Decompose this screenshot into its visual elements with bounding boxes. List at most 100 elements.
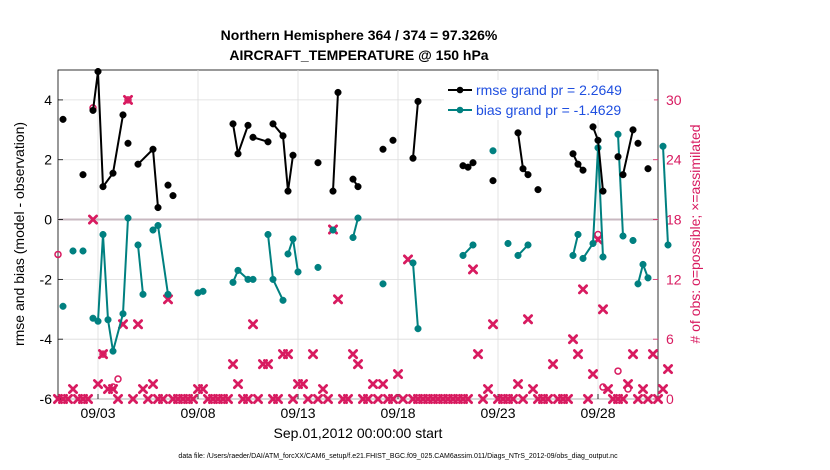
- rmse-point: [99, 183, 107, 191]
- obs-assimilated-point: [83, 394, 93, 404]
- rmse-point: [109, 169, 117, 177]
- bias-point: [249, 275, 257, 283]
- obs-assimilated-point: [348, 349, 358, 360]
- y-axis-ticks: -6 -4 -2 0 2 4: [40, 92, 63, 407]
- bias-line-segment: [152, 224, 169, 295]
- rmse-point: [59, 115, 67, 123]
- obs-assimilated-point: [368, 379, 378, 390]
- obs-assimilated-point: [548, 359, 558, 370]
- obs-assimilated-point: [228, 359, 238, 370]
- rmse-point: [94, 67, 102, 76]
- obs-assimilated-point: [63, 394, 73, 404]
- bias-line-segment: [662, 146, 669, 246]
- bias-line-segment: [572, 234, 579, 256]
- obs-assimilated-point: [343, 394, 353, 404]
- obs-assimilated-point: [248, 319, 258, 330]
- bias-point: [409, 259, 417, 267]
- rmse-point: [574, 160, 582, 168]
- obs-assimilated-point: [108, 384, 118, 395]
- x-axis-ticks: 09/03 09/08 09/13 09/18 09/23 09/28: [80, 394, 616, 421]
- obs-assimilated-point: [663, 364, 673, 375]
- x-tick-label: 09/18: [380, 405, 415, 421]
- bias-point: [524, 241, 532, 249]
- x-tick-label: 09/28: [580, 405, 615, 421]
- rmse-point: [599, 187, 607, 195]
- bias-point: [504, 239, 512, 248]
- bias-point: [659, 142, 667, 150]
- rmse-point: [314, 159, 322, 167]
- obs-assimilated-point: [618, 394, 628, 404]
- y2-tick-label: 18: [666, 212, 682, 228]
- rmse-point: [124, 139, 132, 147]
- y2-tick-label: 6: [666, 331, 674, 347]
- rmse-point: [279, 132, 287, 140]
- rmse-point: [229, 120, 237, 128]
- legend-bias-marker: [456, 106, 464, 114]
- rmse-line-segment: [332, 92, 339, 192]
- rmse-point: [284, 187, 292, 195]
- legend: rmse grand pr = 2.2649 bias grand pr = -…: [444, 80, 654, 120]
- bias-point: [269, 275, 277, 283]
- y-tick-label: 0: [44, 212, 52, 228]
- x-tick-label: 09/23: [480, 405, 515, 421]
- y-tick-label: -6: [40, 391, 53, 407]
- obs-assimilated-point: [253, 394, 263, 404]
- obs-assimilated-point: [283, 349, 293, 360]
- rmse-point: [379, 145, 387, 153]
- y2-tick-label: 0: [666, 391, 674, 407]
- rmse-point: [89, 106, 97, 114]
- obs-assimilated-point: [563, 394, 573, 404]
- bias-point: [574, 230, 582, 239]
- legend-box: [444, 80, 654, 120]
- y-tick-label: 4: [44, 92, 52, 108]
- bias-point: [109, 347, 117, 355]
- bias-point: [354, 214, 362, 222]
- rmse-line-segment: [622, 129, 634, 175]
- bias-point: [599, 253, 607, 261]
- obs-assimilated-point: [318, 384, 328, 395]
- rmse-point: [514, 129, 522, 137]
- rmse-point: [644, 165, 652, 173]
- obs-assimilated-point: [648, 349, 658, 360]
- rmse-point: [634, 139, 642, 147]
- rmse-point: [619, 171, 627, 179]
- bias-point: [639, 260, 647, 268]
- obs-assimilated-point: [308, 349, 318, 360]
- obs-assimilated-point: [633, 394, 643, 404]
- bias-point: [199, 287, 207, 295]
- bias-line-segment: [617, 134, 624, 237]
- bias-point: [289, 235, 297, 243]
- obs-assimilated-point: [573, 349, 583, 360]
- bias-point: [314, 263, 322, 271]
- bias-point: [329, 226, 337, 234]
- obs-assimilated-point: [543, 394, 553, 404]
- obs-assimilated-point: [393, 369, 403, 380]
- obs-assimilated-point: [138, 384, 148, 395]
- rmse-point: [154, 204, 162, 212]
- obs-assimilated-point: [603, 384, 613, 395]
- rmse-point: [149, 145, 157, 153]
- obs-possible-point: [614, 367, 622, 375]
- bias-point: [629, 236, 637, 245]
- obs-assimilated-point: [528, 384, 538, 395]
- rmse-line-segment: [232, 123, 249, 155]
- obs-assimilated-point: [88, 214, 98, 225]
- obs-assimilated-point: [128, 394, 138, 404]
- obs-assimilated-point: [198, 384, 208, 395]
- obs-assimilated-point: [223, 394, 233, 404]
- obs-assimilated-point: [643, 394, 653, 404]
- bias-point: [294, 268, 302, 276]
- obs-assimilated-point: [583, 394, 593, 404]
- series: [53, 67, 673, 404]
- obs-assimilated-point: [273, 394, 283, 404]
- obs-possible-point: [54, 250, 62, 259]
- obs-assimilated-point: [323, 394, 333, 404]
- y2-axis-ticks: 0 6 12 18 24 30: [653, 92, 682, 407]
- obs-assimilated-point: [133, 319, 143, 330]
- obs-assimilated-point: [508, 394, 518, 404]
- x-tick-label: 09/13: [280, 405, 315, 421]
- obs-assimilated-point: [68, 384, 78, 395]
- rmse-point: [249, 133, 257, 141]
- rmse-point: [264, 138, 272, 146]
- rmse-point: [464, 163, 472, 171]
